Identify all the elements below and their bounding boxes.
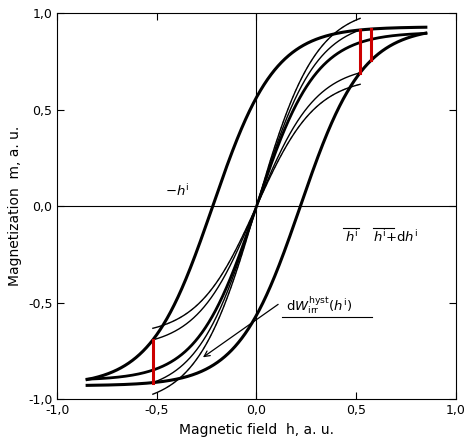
Text: $h^\mathregular{i}$$+$d$h^\mathregular{i}$: $h^\mathregular{i}$$+$d$h^\mathregular{i… — [373, 230, 418, 245]
Y-axis label: Magnetization  m, a. u.: Magnetization m, a. u. — [9, 126, 22, 287]
Text: $h^\mathregular{i}$: $h^\mathregular{i}$ — [345, 230, 358, 245]
Text: $\mathregular{d}W_\mathregular{irr}^\mathregular{hyst}(h^\mathregular{i})$: $\mathregular{d}W_\mathregular{irr}^\mat… — [286, 294, 352, 316]
Text: $-h^\mathregular{i}$: $-h^\mathregular{i}$ — [165, 183, 189, 198]
X-axis label: Magnetic field  h, a. u.: Magnetic field h, a. u. — [179, 423, 334, 437]
